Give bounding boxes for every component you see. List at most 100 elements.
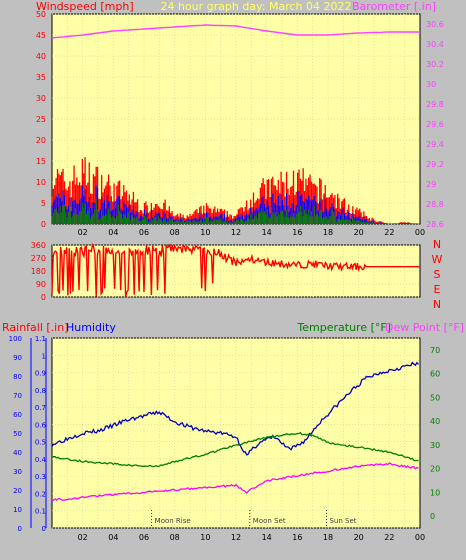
wind-direction-line (51, 242, 420, 297)
humidity-tick-label: 100 (9, 335, 22, 343)
hour-tick-label: 16 (292, 228, 302, 237)
axis-ticks: 0510152025303540455028.628.82929.229.429… (9, 10, 444, 542)
direction-tick-label: 90 (36, 280, 46, 289)
barometer-tick-label: 30.6 (426, 20, 444, 29)
rainfall-tick-label: 0 (42, 525, 46, 533)
hour-tick-label: 14 (262, 228, 272, 237)
hour-tick-label: 08 (170, 533, 180, 542)
rainfall-tick-label: 0.8 (35, 387, 46, 395)
rainfall-tick-label: 0.7 (35, 404, 46, 412)
chart-series (51, 24, 420, 502)
compass-labels: N W S E N (432, 238, 443, 311)
rainfall-tick-label: 0.9 (35, 370, 46, 378)
humidity-grid (52, 337, 420, 529)
hour-tick-label: 10 (200, 228, 210, 237)
hour-tick-label: 20 (354, 228, 364, 237)
temperature-axis-label: Temperature [°F] (296, 321, 391, 334)
barometer-tick-label: 29.2 (426, 160, 444, 169)
hour-tick-label: 02 (78, 228, 88, 237)
hour-tick-label: 06 (139, 533, 149, 542)
dewpoint-line (51, 462, 419, 502)
windspeed-tick-label: 40 (36, 52, 46, 61)
barometer-tick-label: 28.8 (426, 200, 444, 209)
humidity-tick-label: 90 (13, 354, 22, 362)
rainfall-tick-label: 0.6 (35, 421, 47, 429)
wind-low-series (51, 199, 415, 224)
hour-tick-label: 10 (200, 533, 210, 542)
hour-tick-label: 02 (78, 533, 88, 542)
rainfall-tick-label: 0.1 (35, 508, 46, 516)
compass-n-bottom: N (433, 298, 441, 311)
event-label: Moon Rise (155, 517, 191, 525)
event-markers: Moon Rise Moon Set Sun Set (151, 510, 357, 528)
windspeed-tick-label: 35 (36, 73, 46, 82)
hour-tick-label: 18 (323, 533, 333, 542)
hour-tick-label: 12 (231, 533, 241, 542)
rainfall-tick-label: 0.4 (35, 456, 47, 464)
temperature-tick-label: 60 (430, 370, 440, 379)
humidity-line (51, 361, 419, 456)
humidity-tick-label: 40 (13, 449, 22, 457)
windspeed-axis-label: Windspeed [mph] (36, 0, 134, 13)
windspeed-tick-label: 25 (36, 115, 46, 124)
temperature-tick-label: 10 (430, 488, 440, 497)
windspeed-tick-label: 45 (36, 31, 46, 40)
barometer-axis-label: Barometer [.in] (352, 0, 436, 13)
compass-n-top: N (433, 238, 441, 251)
humidity-tick-label: 20 (13, 487, 22, 495)
temperature-tick-label: 70 (430, 346, 440, 355)
windspeed-tick-label: 15 (36, 157, 46, 166)
windspeed-tick-label: 10 (36, 178, 46, 187)
humidity-axis-label: Humidity (66, 321, 116, 334)
hour-tick-label: 14 (262, 533, 272, 542)
hour-tick-label: 04 (108, 228, 118, 237)
rainfall-tick-label: 1.1 (35, 335, 46, 343)
rainfall-tick-label: 0.2 (35, 490, 46, 498)
compass-e: E (434, 283, 441, 296)
rainfall-tick-label: 0.5 (35, 439, 46, 447)
humidity-plot-area (51, 337, 421, 529)
rainfall-tick-label: 1 (42, 352, 46, 360)
windspeed-tick-label: 0 (41, 220, 46, 229)
hour-tick-label: 16 (292, 533, 302, 542)
dewpoint-axis-label: Dew Point [°F] (385, 321, 464, 334)
windspeed-tick-label: 20 (36, 136, 46, 145)
windspeed-tick-label: 50 (36, 10, 46, 19)
humidity-tick-label: 80 (13, 373, 22, 381)
graph-title: 24 hour graph day: March 04 2022 (160, 0, 351, 13)
hour-tick-label: 20 (354, 533, 364, 542)
hour-tick-label: 00 (415, 533, 425, 542)
hour-tick-label: 22 (384, 533, 394, 542)
hour-tick-label: 22 (384, 228, 394, 237)
temperature-tick-label: 30 (430, 441, 440, 450)
event-label: Moon Set (253, 517, 286, 525)
humidity-tick-label: 10 (13, 506, 22, 514)
direction-tick-label: 360 (31, 241, 46, 250)
hour-tick-label: 06 (139, 228, 149, 237)
hour-tick-label: 18 (323, 228, 333, 237)
barometer-tick-label: 29.6 (426, 120, 444, 129)
direction-tick-label: 270 (31, 254, 46, 263)
barometer-tick-label: 29 (426, 180, 436, 189)
humidity-tick-label: 70 (13, 392, 22, 400)
direction-tick-label: 0 (41, 293, 46, 302)
barometer-tick-label: 30 (426, 80, 436, 89)
compass-s: S (434, 268, 441, 281)
barometer-tick-label: 28.6 (426, 220, 444, 229)
humidity-tick-label: 0 (18, 525, 22, 533)
hour-tick-label: 00 (415, 228, 425, 237)
windspeed-tick-label: 5 (41, 199, 46, 208)
temperature-line (51, 431, 419, 468)
temperature-tick-label: 50 (430, 393, 440, 402)
barometer-tick-label: 29.8 (426, 100, 444, 109)
hour-tick-label: 04 (108, 533, 118, 542)
temperature-tick-label: 20 (430, 465, 440, 474)
windspeed-tick-label: 30 (36, 94, 46, 103)
direction-tick-label: 180 (31, 267, 46, 276)
temperature-tick-label: 40 (430, 417, 440, 426)
barometer-tick-label: 30.4 (426, 40, 444, 49)
barometer-tick-label: 30.2 (426, 60, 444, 69)
hour-tick-label: 12 (231, 228, 241, 237)
